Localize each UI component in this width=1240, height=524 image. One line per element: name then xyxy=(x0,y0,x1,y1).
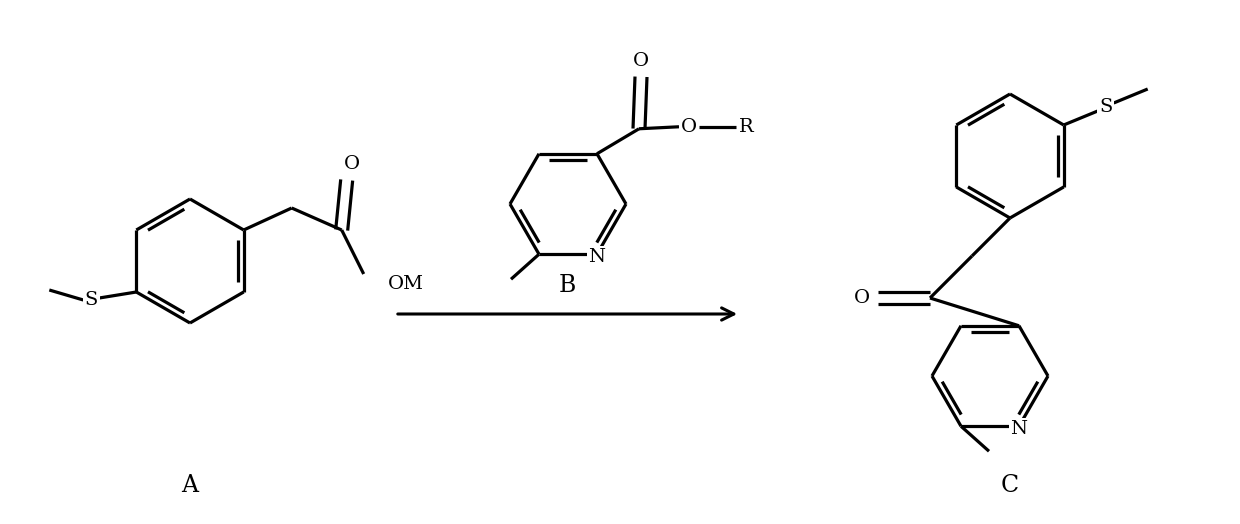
Text: N: N xyxy=(589,248,605,266)
Text: O: O xyxy=(681,118,697,136)
Text: C: C xyxy=(1001,475,1019,497)
Text: B: B xyxy=(558,275,575,298)
Text: N: N xyxy=(1011,420,1028,438)
Text: S: S xyxy=(84,291,98,309)
Text: S: S xyxy=(1099,98,1112,116)
Text: A: A xyxy=(181,475,198,497)
Text: OM: OM xyxy=(388,275,424,293)
Text: O: O xyxy=(343,155,360,173)
Text: O: O xyxy=(632,52,649,70)
Text: O: O xyxy=(854,289,870,307)
Text: R: R xyxy=(739,118,754,136)
